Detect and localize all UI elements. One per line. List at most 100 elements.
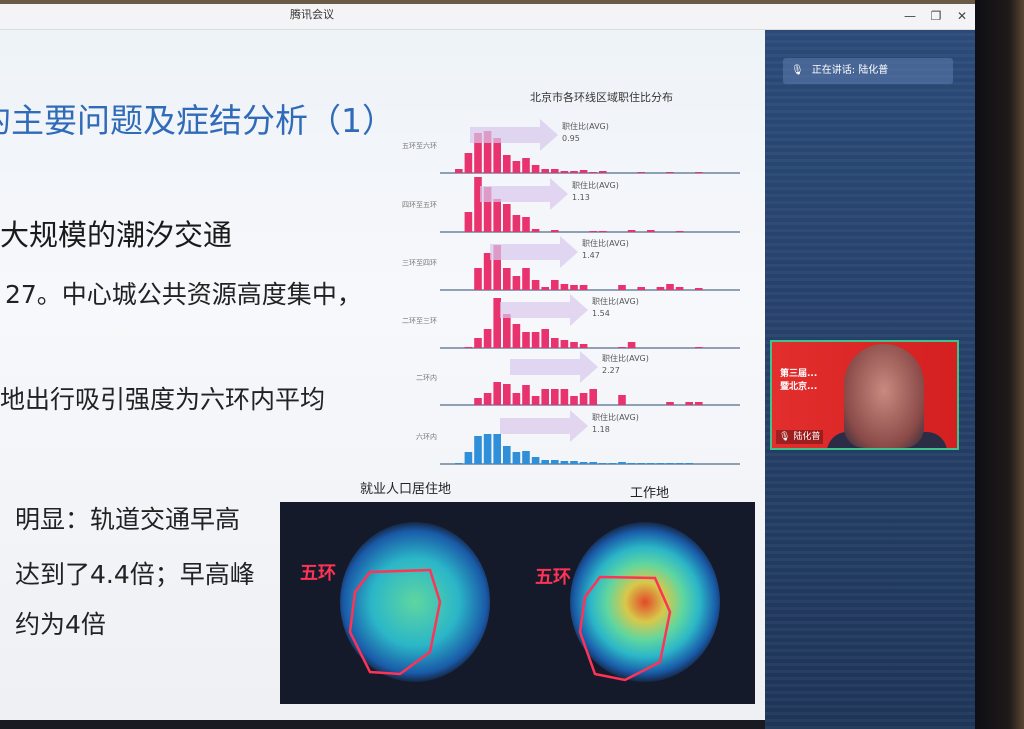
histogram-bar bbox=[560, 284, 569, 290]
histogram-bar bbox=[503, 314, 511, 348]
histogram-bar bbox=[483, 131, 492, 173]
histogram-bar bbox=[608, 463, 617, 464]
fifth-ring-outline bbox=[578, 575, 672, 682]
histogram-bar bbox=[474, 268, 482, 290]
avg-label: 职住比(AVG) bbox=[592, 412, 639, 422]
histogram-bar bbox=[579, 462, 588, 464]
avg-value: 0.95 bbox=[562, 134, 580, 143]
avg-label: 职住比(AVG) bbox=[572, 180, 619, 190]
histogram-bar bbox=[599, 231, 607, 232]
histogram-bar bbox=[551, 169, 559, 173]
histogram-bar bbox=[493, 199, 501, 232]
slide-text: 达到了4.4倍；早高峰 bbox=[15, 560, 255, 589]
histogram-bar bbox=[512, 324, 521, 348]
slide-title: 的主要问题及症结分析（1） bbox=[0, 101, 395, 140]
histogram-bar bbox=[675, 231, 684, 232]
arrow-icon bbox=[490, 236, 578, 268]
histogram-bar bbox=[627, 463, 636, 464]
histogram-bar bbox=[570, 396, 578, 405]
histogram-bar bbox=[464, 347, 473, 348]
histogram-bar bbox=[589, 462, 597, 464]
map-label-workplace: 工作地 bbox=[630, 486, 670, 501]
histogram-bar bbox=[503, 384, 511, 405]
window-titlebar: 腾讯会议 — ❐ ✕ bbox=[0, 4, 975, 30]
avg-value: 1.13 bbox=[572, 193, 590, 202]
histogram-bar bbox=[685, 463, 693, 464]
histogram-bar bbox=[503, 204, 511, 232]
histogram-bar bbox=[551, 280, 559, 290]
histogram-bar bbox=[589, 231, 597, 232]
series-label: 三环至四环 bbox=[402, 259, 437, 267]
arrow-icon bbox=[510, 351, 598, 383]
histogram-bar bbox=[675, 463, 684, 464]
histogram-bar bbox=[695, 402, 703, 405]
heatmap-image: 五环 五环 bbox=[280, 502, 755, 704]
histogram-bar bbox=[695, 288, 703, 290]
histogram-bar bbox=[512, 215, 521, 232]
histogram-bar bbox=[570, 171, 578, 173]
speaker-label: 正在讲话: 陆化普 bbox=[811, 65, 889, 76]
histogram-bar bbox=[512, 452, 521, 464]
restore-button[interactable]: ❐ bbox=[930, 9, 942, 23]
histogram-bar bbox=[531, 457, 540, 464]
histogram-bar bbox=[647, 463, 655, 464]
histogram-bar bbox=[541, 389, 549, 405]
histogram-bar bbox=[512, 161, 521, 173]
histogram-bar bbox=[493, 434, 501, 464]
arrow-icon bbox=[480, 178, 568, 210]
arrow-icon bbox=[470, 119, 558, 151]
histogram-bar bbox=[551, 338, 559, 348]
participant-video-tile[interactable]: 第三届... 暨北京... 🎙 陆化普 bbox=[770, 340, 959, 450]
histogram-bar bbox=[464, 153, 473, 173]
histogram-bar bbox=[618, 347, 626, 348]
histogram-bar bbox=[541, 460, 549, 464]
slide-text: 27。中心城公共资源高度集中， bbox=[5, 280, 362, 309]
histogram-bar bbox=[675, 287, 684, 290]
histogram-bar bbox=[483, 393, 492, 405]
histogram-bar bbox=[579, 344, 588, 348]
histogram-bar bbox=[627, 342, 636, 348]
histogram-bar bbox=[531, 229, 540, 232]
series-label: 二环至三环 bbox=[402, 317, 437, 325]
histogram-bar bbox=[522, 268, 530, 290]
histogram-bar bbox=[618, 462, 626, 464]
histogram-bar bbox=[579, 170, 588, 173]
histogram-chart: 五环至六环职住比(AVG)0.95四环至五环职住比(AVG)1.13三环至四环职… bbox=[402, 119, 740, 465]
banner-text: 第三届... 暨北京... bbox=[780, 369, 818, 392]
histogram-bar bbox=[483, 434, 492, 464]
histogram-bar bbox=[599, 463, 607, 464]
histogram-bar bbox=[541, 329, 549, 348]
histogram-bar bbox=[579, 285, 588, 290]
histogram-bar bbox=[637, 287, 645, 290]
histogram-bar bbox=[464, 212, 473, 232]
histogram-bar bbox=[656, 287, 665, 290]
series-label: 二环内 bbox=[416, 373, 437, 382]
histogram-bar bbox=[618, 395, 626, 405]
avg-value: 1.18 bbox=[592, 425, 610, 434]
ring-label: 五环 bbox=[300, 563, 336, 584]
histogram-bar bbox=[579, 393, 588, 405]
histogram-bar bbox=[560, 171, 569, 173]
minimize-button[interactable]: — bbox=[904, 9, 916, 23]
speaker-face bbox=[844, 344, 924, 448]
avg-label: 职住比(AVG) bbox=[602, 353, 649, 363]
histogram-bar bbox=[455, 463, 463, 464]
participant-name: 🎙 陆化普 bbox=[776, 430, 824, 444]
map-label-residence: 就业人口居住地 bbox=[360, 482, 452, 497]
close-button[interactable]: ✕ bbox=[956, 9, 968, 23]
histogram-bar bbox=[551, 389, 559, 405]
histogram-bar bbox=[637, 172, 645, 173]
histogram-bar bbox=[531, 396, 540, 405]
histogram-bar bbox=[474, 177, 482, 232]
histogram-bar bbox=[522, 385, 530, 405]
histogram-bar bbox=[551, 460, 559, 464]
avg-value: 2.27 bbox=[602, 366, 620, 375]
histogram-bar bbox=[512, 393, 521, 405]
window-title: 腾讯会议 bbox=[290, 8, 334, 21]
histogram-bar bbox=[551, 230, 559, 232]
histogram-bar bbox=[522, 217, 530, 232]
histogram-bar bbox=[647, 230, 655, 232]
histogram-bar bbox=[474, 133, 482, 173]
histogram-bar bbox=[455, 169, 463, 173]
heatmap-residence bbox=[340, 522, 490, 682]
